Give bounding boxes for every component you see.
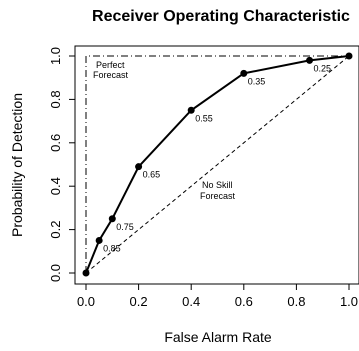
x-tick-label: 0.4 bbox=[182, 294, 200, 309]
roc-point bbox=[108, 215, 116, 223]
x-axis-label: False Alarm Rate bbox=[164, 329, 272, 345]
y-axis-label: Probability of Detection bbox=[9, 93, 25, 237]
threshold-label: 0.65 bbox=[143, 170, 161, 180]
no-skill-line bbox=[85, 55, 350, 274]
perfect-forecast-label: Perfect bbox=[96, 60, 125, 70]
roc-point bbox=[95, 236, 103, 244]
threshold-label: 0.75 bbox=[116, 222, 134, 232]
roc-point bbox=[345, 52, 353, 60]
threshold-label: 0.55 bbox=[195, 113, 213, 123]
y-tick-label: 0.8 bbox=[48, 90, 63, 108]
roc-point bbox=[82, 269, 90, 277]
y-tick-label: 0.0 bbox=[48, 264, 63, 282]
x-tick-label: 0.8 bbox=[287, 294, 305, 309]
threshold-label: 0.85 bbox=[103, 243, 121, 253]
x-tick-label: 0.2 bbox=[130, 294, 148, 309]
y-tick-label: 0.6 bbox=[48, 134, 63, 152]
plot-frame bbox=[74, 45, 359, 285]
roc-curve bbox=[85, 55, 350, 274]
y-tick-label: 0.4 bbox=[48, 177, 63, 195]
perfect-forecast-label: Forecast bbox=[93, 70, 129, 80]
perfect-forecast-line bbox=[85, 55, 349, 273]
x-tick-label: 1.0 bbox=[340, 294, 358, 309]
roc-point bbox=[306, 56, 314, 64]
threshold-label: 0.25 bbox=[314, 63, 332, 73]
x-tick-label: 0.6 bbox=[235, 294, 253, 309]
y-tick-label: 1.0 bbox=[48, 47, 63, 65]
x-tick-label: 0.0 bbox=[77, 294, 95, 309]
roc-point bbox=[135, 163, 143, 171]
no-skill-label: No Skill bbox=[202, 180, 233, 190]
roc-point bbox=[187, 106, 195, 114]
no-skill-label: Forecast bbox=[200, 191, 236, 201]
roc-point bbox=[240, 69, 248, 77]
threshold-label: 0.35 bbox=[248, 76, 266, 86]
chart-title: Receiver Operating Characteristic bbox=[92, 8, 350, 25]
y-tick-label: 0.2 bbox=[48, 221, 63, 239]
